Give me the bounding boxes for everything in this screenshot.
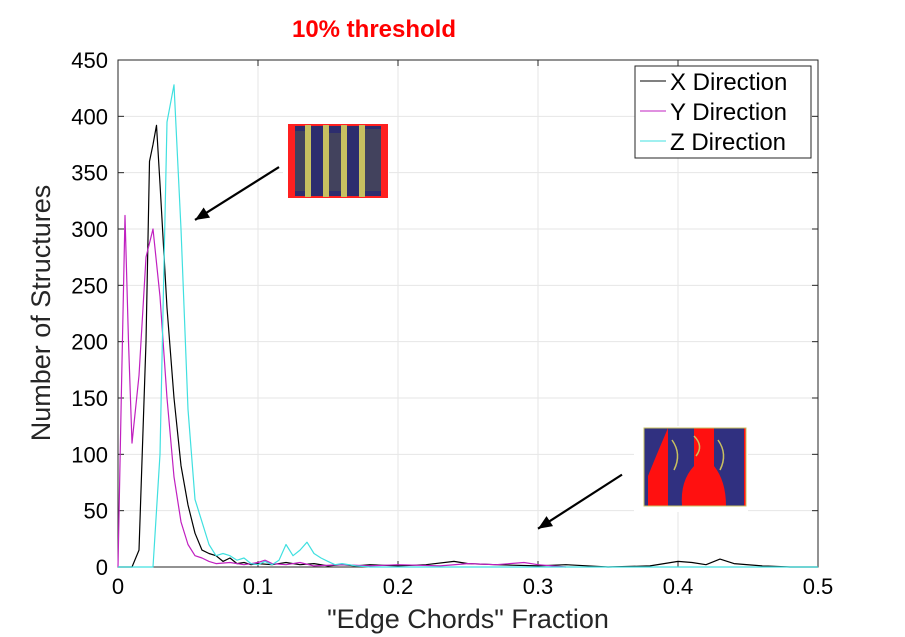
legend-label-y: Y Direction	[670, 99, 787, 126]
x-tick-label: 0	[112, 574, 124, 599]
x-tick-label: 0.5	[803, 574, 834, 599]
x-tick-label: 0.3	[523, 574, 554, 599]
y-tick-label: 200	[71, 330, 108, 355]
y-tick-label: 400	[71, 104, 108, 129]
y-tick-label: 100	[71, 442, 108, 467]
chart-title: 10% threshold	[292, 16, 456, 43]
y-tick-label: 150	[71, 386, 108, 411]
legend: X Direction Y Direction Z Direction	[634, 65, 812, 159]
y-tick-label: 350	[71, 161, 108, 186]
y-tick-label: 300	[71, 217, 108, 242]
x-tick-label: 0.2	[383, 574, 414, 599]
inset-dendritic-structure	[634, 426, 748, 512]
annotation-layer	[194, 166, 623, 530]
y-tick-label: 450	[71, 48, 108, 73]
axis-ticks: 0 0.1 0.2 0.3 0.4 0.5 0 50 100 150 200 250 300 350 400…	[71, 48, 833, 599]
y-tick-label: 50	[84, 499, 108, 524]
annotation-arrow-shaft	[537, 473, 623, 530]
x-tick-label: 0.4	[663, 574, 694, 599]
y-tick-label: 0	[96, 555, 108, 580]
annotation-arrow-head	[195, 207, 211, 220]
x-tick-label: 0.1	[243, 574, 274, 599]
series-layer	[117, 84, 818, 568]
annotation-arrow-head	[538, 516, 554, 529]
annotation-arrow-shaft	[194, 166, 280, 221]
y-tick-label: 250	[71, 273, 108, 298]
legend-label-x: X Direction	[670, 69, 787, 96]
legend-label-z: Z Direction	[670, 129, 786, 156]
series-line-z-direction	[118, 84, 818, 568]
x-axis-label: "Edge Chords" Fraction	[327, 604, 609, 634]
inset-striped-structure	[283, 123, 389, 202]
series-line-y-direction	[117, 214, 567, 568]
y-axis-label: Number of Structures	[26, 185, 56, 442]
